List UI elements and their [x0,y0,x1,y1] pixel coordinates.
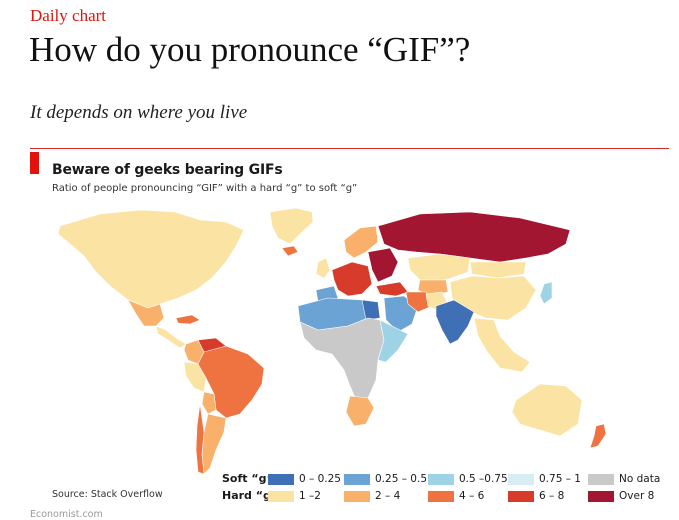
legend-item-hard-1: 2 – 4 [344,490,400,502]
legend-swatch [508,473,534,485]
legend-item-soft-3: 0.75 – 1 [508,473,581,485]
legend-label: 4 – 6 [459,490,485,502]
region-central-america [155,325,187,349]
region-bolivia [201,391,217,415]
region-southern-africa [345,395,375,427]
legend-label: 2 – 4 [375,490,401,502]
region-india [435,299,475,345]
legend-swatch [268,490,294,502]
region-kazakhstan [407,253,471,281]
region-uk-ireland [315,257,331,279]
legend-swatch [428,490,454,502]
legend-item-soft-4: No data [588,473,660,485]
legend-label: No data [619,473,661,485]
region-scandinavia [343,225,379,259]
legend-label: 6 – 8 [539,490,565,502]
region-mexico [127,299,165,327]
region-greenland [269,207,314,245]
region-southeast-asia [473,317,531,373]
legend-item-soft-1: 0.25 – 0.5 [344,473,427,485]
headline: How do you pronounce “GIF”? [29,30,471,69]
legend-swatch [428,473,454,485]
legend-item-hard-4: Over 8 [588,490,654,502]
legend-label: 0.75 – 1 [539,473,581,485]
region-japan [539,281,553,305]
legend-label: 0.25 – 0.5 [375,473,428,485]
region-turkey [375,281,409,297]
region-egypt [361,299,381,321]
rubric: It depends on where you live [30,102,248,123]
legend-swatch [588,490,614,502]
legend-label: 0.5 –0.75 [459,473,508,485]
legend-label: 0 – 0.25 [299,473,341,485]
region-east-africa [377,319,409,363]
region-chile [195,403,205,475]
region-australia [511,383,583,437]
legend-item-soft-0: 0 – 0.25 [268,473,341,485]
region-north-america [57,209,245,309]
legend-swatch [344,473,370,485]
region-brazil [197,345,265,419]
region-eastern-europe [367,247,399,283]
chart-title: Beware of geeks bearing GIFs [52,162,283,178]
region-iceland [281,245,299,257]
kicker: Daily chart [30,6,106,25]
region-argentina [201,413,227,475]
legend-label: 1 –2 [299,490,321,502]
source-note: Source: Stack Overflow [52,489,163,500]
legend-item-hard-2: 4 – 6 [428,490,484,502]
legend-swatch [344,490,370,502]
legend-item-soft-2: 0.5 –0.75 [428,473,508,485]
footer-credit: Economist.com [30,509,103,520]
legend-item-hard-3: 6 – 8 [508,490,564,502]
legend-label: Over 8 [619,490,655,502]
legend-soft-label: Soft “g” [222,472,274,485]
region-mongolia [469,261,527,279]
legend-item-hard-0: 1 –2 [268,490,321,502]
chart-subtitle: Ratio of people pronouncing “GIF” with a… [52,183,358,194]
chart-tag [30,152,39,174]
region-caribbean [175,314,201,325]
divider-rule [30,148,669,149]
region-western-europe [331,261,373,297]
region-sub-saharan-africa [299,317,385,401]
region-new-zealand [589,423,607,449]
region-iran [405,291,433,313]
legend-swatch [268,473,294,485]
region-russia [377,211,571,263]
legend-swatch [508,490,534,502]
legend-swatch [588,473,614,485]
legend-hard-label: Hard “g” [222,489,279,502]
